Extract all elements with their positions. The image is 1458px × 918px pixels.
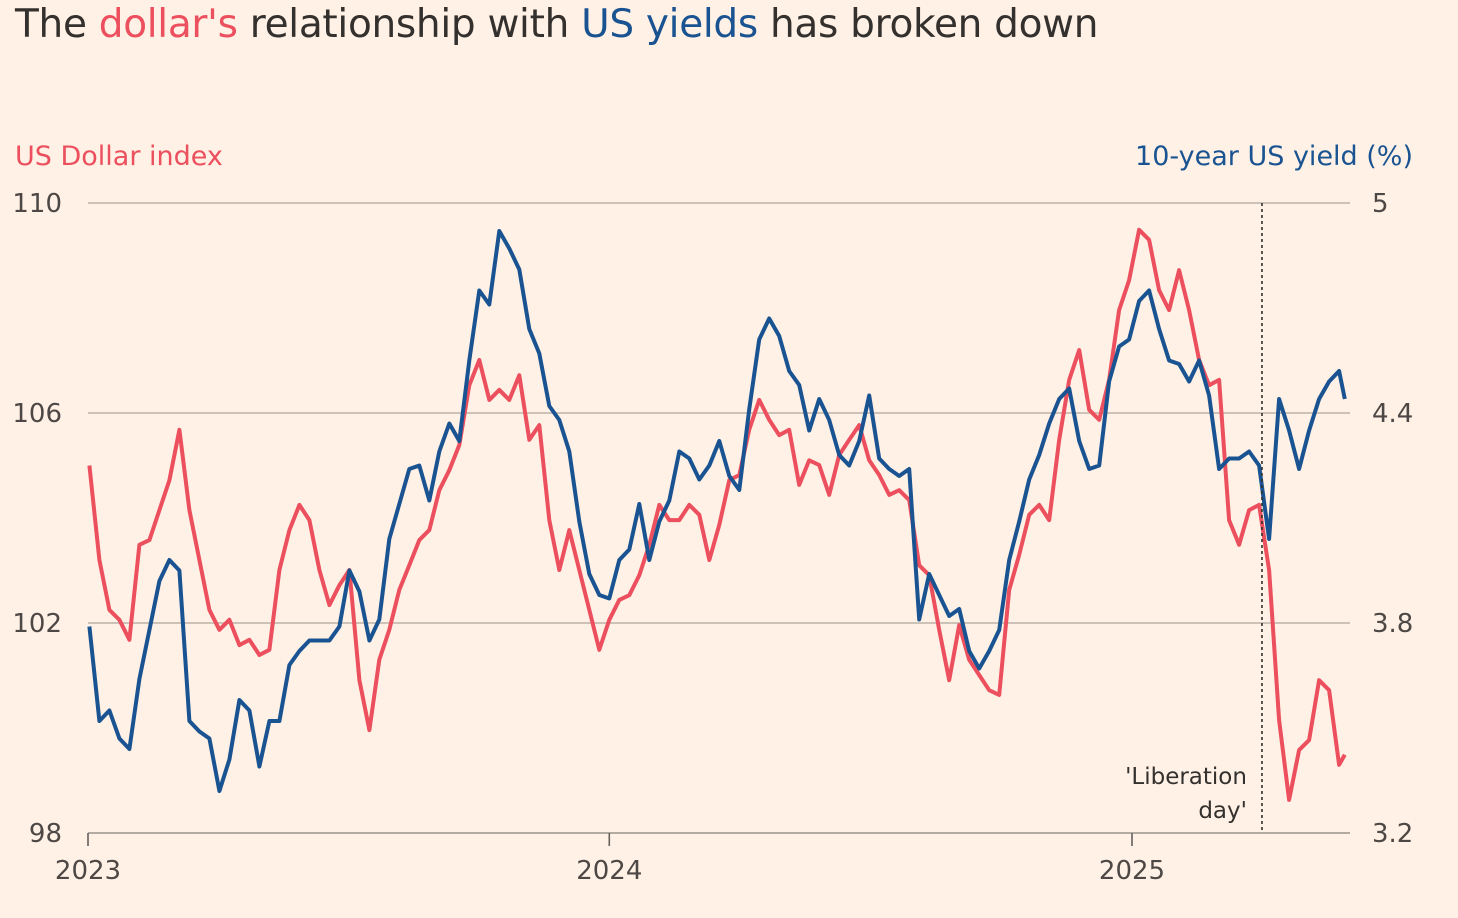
x-tick-label: 2024 — [576, 856, 642, 886]
left-tick-label: 110 — [12, 189, 62, 219]
series-lines — [87, 227, 1347, 802]
dollar-index-line — [87, 227, 1347, 802]
liberation-day-annotation: 'Liberation day' — [1125, 203, 1263, 833]
right-tick-label: 4.4 — [1372, 399, 1413, 429]
chart-title: The dollar's relationship with US yields… — [15, 2, 1098, 47]
left-axis-title: US Dollar index — [15, 141, 223, 172]
x-tick-label: 2023 — [55, 856, 121, 886]
right-tick-label: 3.2 — [1372, 819, 1413, 849]
left-tick-label: 98 — [29, 819, 62, 849]
title-text: has broken down — [757, 2, 1099, 47]
left-tick-label: 102 — [12, 609, 62, 639]
annotation-label-line1: 'Liberation — [1125, 764, 1247, 790]
title-dollar-highlight: dollar's — [98, 2, 238, 47]
us-yield-line — [87, 229, 1347, 793]
right-tick-label: 3.8 — [1372, 609, 1413, 639]
title-text: relationship with — [237, 2, 582, 47]
gridlines — [88, 202, 1350, 834]
right-tick-label: 5 — [1372, 189, 1389, 219]
tick-labels: 98 102 106 110 3.2 3.8 4.4 5 2023 2024 2025 — [12, 189, 1413, 886]
annotation-label-line2: day' — [1198, 798, 1247, 824]
right-axis-title: 10-year US yield (%) — [1135, 141, 1413, 172]
left-tick-label: 106 — [12, 399, 62, 429]
title-yields-highlight: US yields — [581, 2, 758, 47]
title-text: The — [15, 2, 99, 47]
x-tick-label: 2025 — [1099, 856, 1165, 886]
